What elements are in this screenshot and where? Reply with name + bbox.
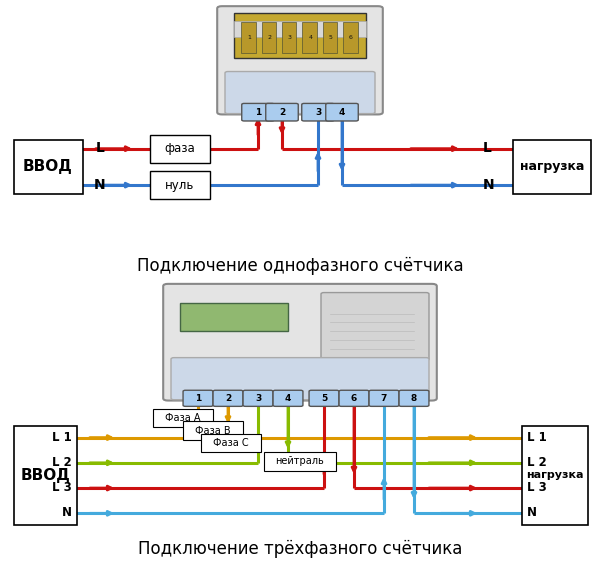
FancyBboxPatch shape: [399, 390, 429, 406]
Text: Подключение однофазного счётчика: Подключение однофазного счётчика: [137, 257, 463, 275]
Text: N: N: [483, 178, 494, 191]
Text: L 3: L 3: [52, 481, 72, 494]
FancyBboxPatch shape: [262, 22, 276, 53]
FancyBboxPatch shape: [243, 390, 273, 406]
Text: L 2: L 2: [527, 456, 547, 469]
Text: 3: 3: [255, 394, 261, 403]
FancyBboxPatch shape: [302, 103, 334, 121]
Text: ВВОД: ВВОД: [23, 159, 73, 174]
Text: 6: 6: [351, 394, 357, 403]
FancyBboxPatch shape: [323, 22, 337, 53]
Text: L: L: [96, 141, 105, 155]
FancyBboxPatch shape: [234, 13, 366, 58]
Text: Фаза С: Фаза С: [213, 438, 249, 448]
Text: 4: 4: [339, 108, 345, 117]
FancyBboxPatch shape: [14, 426, 77, 525]
FancyBboxPatch shape: [309, 390, 339, 406]
Text: 5: 5: [329, 35, 332, 40]
Text: L 3: L 3: [527, 481, 547, 494]
FancyBboxPatch shape: [171, 358, 429, 399]
FancyBboxPatch shape: [213, 390, 243, 406]
FancyBboxPatch shape: [180, 303, 288, 331]
FancyBboxPatch shape: [273, 390, 303, 406]
Text: L 1: L 1: [527, 430, 547, 444]
Text: L 2: L 2: [52, 456, 72, 469]
FancyBboxPatch shape: [282, 22, 296, 53]
Text: 1: 1: [195, 394, 201, 403]
Text: 6: 6: [349, 35, 353, 40]
Text: нейтраль: нейтраль: [275, 457, 325, 466]
FancyBboxPatch shape: [183, 390, 213, 406]
FancyBboxPatch shape: [153, 409, 213, 427]
Text: 1: 1: [247, 35, 251, 40]
FancyBboxPatch shape: [513, 140, 591, 194]
FancyBboxPatch shape: [183, 421, 243, 440]
Text: 1: 1: [255, 108, 261, 117]
Text: 2: 2: [268, 35, 271, 40]
Text: 4: 4: [308, 35, 312, 40]
FancyBboxPatch shape: [326, 103, 358, 121]
FancyBboxPatch shape: [234, 21, 366, 38]
FancyBboxPatch shape: [241, 22, 256, 53]
Text: 4: 4: [285, 394, 291, 403]
FancyBboxPatch shape: [522, 426, 588, 525]
Text: 2: 2: [279, 108, 285, 117]
Text: 3: 3: [315, 108, 321, 117]
FancyBboxPatch shape: [343, 22, 358, 53]
Text: L: L: [483, 141, 492, 155]
Text: фаза: фаза: [164, 142, 196, 155]
Text: ВВОД: ВВОД: [20, 468, 70, 483]
FancyBboxPatch shape: [264, 452, 336, 471]
FancyBboxPatch shape: [242, 103, 274, 121]
FancyBboxPatch shape: [217, 6, 383, 114]
FancyBboxPatch shape: [302, 22, 317, 53]
Text: N: N: [527, 506, 537, 519]
FancyBboxPatch shape: [14, 140, 83, 194]
FancyBboxPatch shape: [225, 72, 375, 114]
FancyBboxPatch shape: [369, 390, 399, 406]
Text: 8: 8: [411, 394, 417, 403]
FancyBboxPatch shape: [266, 103, 298, 121]
Text: нагрузка: нагрузка: [526, 471, 584, 480]
Text: 7: 7: [381, 394, 387, 403]
Text: N: N: [62, 506, 72, 519]
FancyBboxPatch shape: [201, 434, 261, 452]
Text: 3: 3: [288, 35, 292, 40]
FancyBboxPatch shape: [321, 293, 429, 361]
Text: Фаза В: Фаза В: [195, 426, 231, 435]
Text: Фаза А: Фаза А: [165, 413, 201, 423]
FancyBboxPatch shape: [150, 135, 210, 163]
Text: L 1: L 1: [52, 430, 72, 444]
FancyBboxPatch shape: [150, 171, 210, 199]
Text: N: N: [94, 178, 105, 191]
Text: 5: 5: [321, 394, 327, 403]
Text: нуль: нуль: [166, 178, 194, 192]
FancyBboxPatch shape: [339, 390, 369, 406]
Text: Подключение трёхфазного счётчика: Подключение трёхфазного счётчика: [138, 540, 462, 558]
Text: 2: 2: [225, 394, 231, 403]
FancyBboxPatch shape: [163, 284, 437, 401]
Text: нагрузка: нагрузка: [520, 160, 584, 173]
